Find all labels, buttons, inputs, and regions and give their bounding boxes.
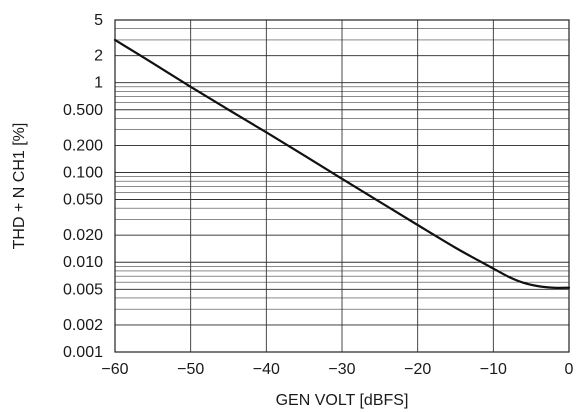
x-tick-label: −40	[253, 361, 280, 378]
x-tick-label: −50	[177, 361, 204, 378]
y-tick-labels: 0.001 0.002 0.005 0.010 0.020 0.050 0.100 0.200…	[63, 12, 103, 361]
x-tick-label: −30	[328, 361, 355, 378]
y-tick-label: 2	[94, 48, 103, 65]
y-tick-label: 0.200	[63, 137, 103, 154]
y-tick-label: 1	[94, 75, 103, 92]
y-tick-label: 0.020	[63, 227, 103, 244]
y-tick-label: 0.002	[63, 317, 103, 334]
series-line	[113, 38, 571, 289]
y-tick-label: 0.005	[63, 281, 103, 298]
y-axis-label: THD + N CH1 [%]	[11, 123, 28, 250]
x-axis-label: GEN VOLT [dBFS]	[276, 392, 409, 409]
plot-frame	[114, 19, 570, 353]
y-tick-label: 0.001	[63, 344, 103, 361]
x-tick-label: −20	[404, 361, 431, 378]
x-tick-labels: −60 −50 −40 −30 −20 −10 0	[101, 361, 573, 378]
x-tick-label: −10	[480, 361, 507, 378]
x-tick-label: 0	[565, 361, 574, 378]
y-tick-label: 0.100	[63, 164, 103, 181]
y-tick-label: 0.500	[63, 102, 103, 119]
y-tick-label: 0.050	[63, 192, 103, 209]
x-tick-label: −60	[101, 361, 128, 378]
y-tick-label: 5	[94, 12, 103, 29]
major-gridlines	[114, 19, 570, 353]
y-tick-label: 0.010	[63, 254, 103, 271]
